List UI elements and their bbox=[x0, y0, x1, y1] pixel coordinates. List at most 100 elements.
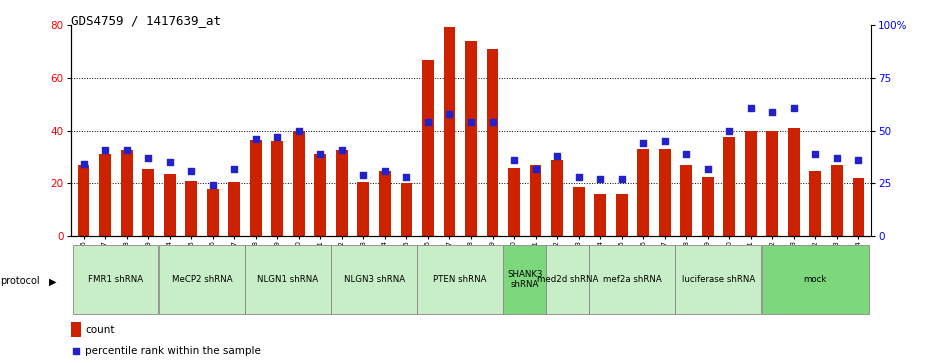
Text: SHANK3
shRNA: SHANK3 shRNA bbox=[507, 270, 543, 289]
Bar bbox=[594, 194, 606, 236]
Bar bbox=[767, 131, 778, 236]
FancyBboxPatch shape bbox=[159, 245, 245, 314]
Bar bbox=[723, 137, 735, 236]
Point bbox=[398, 174, 414, 180]
Point bbox=[808, 151, 823, 157]
Bar bbox=[788, 128, 800, 236]
Bar bbox=[508, 167, 520, 236]
Point bbox=[291, 128, 306, 134]
Point bbox=[463, 119, 479, 125]
Point bbox=[528, 166, 544, 171]
Bar bbox=[250, 140, 262, 236]
Point bbox=[743, 105, 758, 110]
Bar bbox=[121, 150, 133, 236]
Point bbox=[829, 155, 844, 161]
Bar bbox=[164, 174, 175, 236]
Point bbox=[334, 147, 349, 152]
Point bbox=[378, 168, 393, 174]
Bar bbox=[422, 60, 434, 236]
Text: ▶: ▶ bbox=[49, 276, 57, 286]
Bar bbox=[616, 194, 627, 236]
FancyBboxPatch shape bbox=[417, 245, 503, 314]
FancyBboxPatch shape bbox=[245, 245, 331, 314]
FancyBboxPatch shape bbox=[761, 245, 869, 314]
Text: protocol: protocol bbox=[0, 276, 40, 286]
Point bbox=[658, 138, 673, 144]
Point bbox=[678, 151, 693, 157]
Bar bbox=[142, 169, 154, 236]
Point bbox=[119, 147, 134, 152]
Bar bbox=[551, 160, 563, 236]
Point bbox=[249, 136, 264, 142]
Bar bbox=[271, 141, 284, 236]
Bar bbox=[487, 49, 498, 236]
Text: GDS4759 / 1417639_at: GDS4759 / 1417639_at bbox=[71, 15, 220, 28]
Point bbox=[140, 155, 155, 161]
Bar bbox=[444, 27, 455, 236]
Bar bbox=[853, 178, 865, 236]
Bar bbox=[638, 149, 649, 236]
Point bbox=[98, 147, 113, 152]
FancyBboxPatch shape bbox=[331, 245, 416, 314]
Point bbox=[420, 119, 435, 125]
Bar bbox=[529, 165, 542, 236]
Text: luciferase shRNA: luciferase shRNA bbox=[682, 275, 755, 284]
Bar bbox=[71, 322, 80, 338]
Text: med2d shRNA: med2d shRNA bbox=[537, 275, 598, 284]
Point bbox=[227, 166, 242, 171]
Point bbox=[76, 162, 91, 167]
Text: mock: mock bbox=[804, 275, 827, 284]
Bar bbox=[573, 187, 585, 236]
Point bbox=[184, 168, 199, 174]
Point bbox=[269, 134, 284, 140]
Point bbox=[205, 183, 220, 188]
Point bbox=[273, 257, 288, 262]
Text: MeCP2 shRNA: MeCP2 shRNA bbox=[171, 275, 233, 284]
Point bbox=[356, 172, 371, 178]
Point bbox=[442, 111, 457, 117]
Bar bbox=[293, 131, 304, 236]
Text: mef2a shRNA: mef2a shRNA bbox=[603, 275, 662, 284]
Point bbox=[571, 174, 586, 180]
Bar bbox=[658, 149, 671, 236]
Text: NLGN3 shRNA: NLGN3 shRNA bbox=[344, 275, 405, 284]
Point bbox=[485, 119, 500, 125]
Text: FMR1 shRNA: FMR1 shRNA bbox=[89, 275, 143, 284]
Point bbox=[162, 159, 177, 165]
Point bbox=[549, 153, 564, 159]
Text: percentile rank within the sample: percentile rank within the sample bbox=[86, 346, 261, 356]
Text: PTEN shRNA: PTEN shRNA bbox=[433, 275, 487, 284]
Bar bbox=[336, 150, 348, 236]
FancyBboxPatch shape bbox=[590, 245, 675, 314]
Bar bbox=[379, 171, 391, 236]
Bar bbox=[831, 165, 843, 236]
Bar bbox=[228, 182, 240, 236]
Point bbox=[636, 140, 651, 146]
Point bbox=[722, 128, 737, 134]
Point bbox=[765, 109, 780, 115]
FancyBboxPatch shape bbox=[546, 245, 589, 314]
Point bbox=[787, 105, 802, 110]
Bar bbox=[680, 165, 692, 236]
Bar bbox=[357, 182, 369, 236]
Bar bbox=[702, 177, 714, 236]
Bar bbox=[207, 189, 219, 236]
FancyBboxPatch shape bbox=[73, 245, 158, 314]
Bar bbox=[745, 131, 756, 236]
FancyBboxPatch shape bbox=[675, 245, 761, 314]
Point bbox=[593, 176, 608, 182]
Bar bbox=[465, 41, 477, 236]
Point bbox=[851, 157, 866, 163]
Point bbox=[313, 151, 328, 157]
Point bbox=[700, 166, 715, 171]
Bar bbox=[809, 171, 821, 236]
Bar bbox=[99, 154, 111, 236]
Bar bbox=[77, 165, 89, 236]
Text: count: count bbox=[86, 325, 115, 335]
FancyBboxPatch shape bbox=[503, 245, 546, 314]
Point bbox=[507, 157, 522, 163]
Bar bbox=[315, 154, 326, 236]
Text: NLGN1 shRNA: NLGN1 shRNA bbox=[257, 275, 318, 284]
Bar bbox=[400, 183, 413, 236]
Bar bbox=[186, 181, 197, 236]
